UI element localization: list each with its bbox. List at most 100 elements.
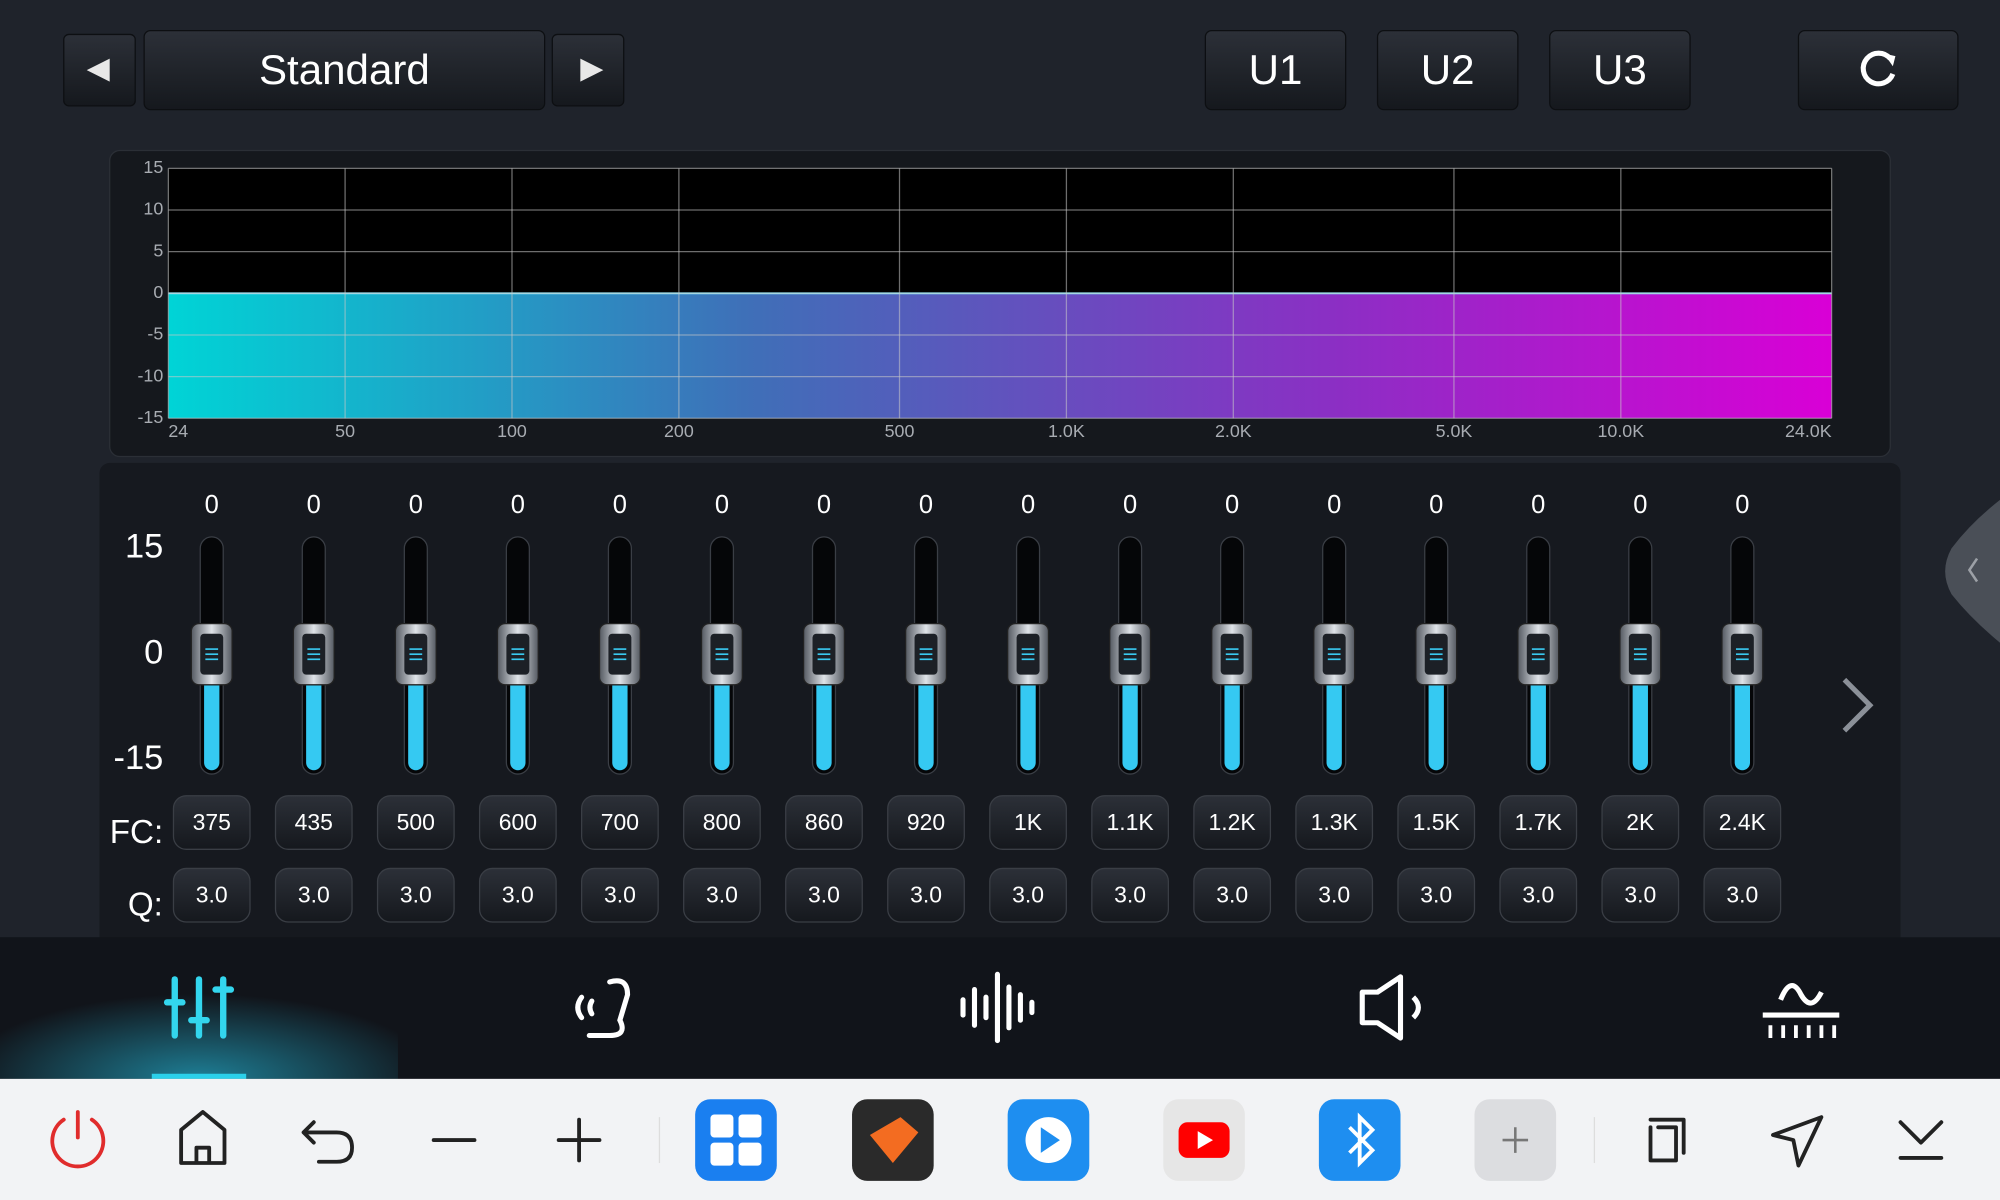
fc-button[interactable] bbox=[683, 795, 761, 850]
fc-button[interactable] bbox=[1601, 795, 1680, 850]
q-button[interactable] bbox=[1601, 867, 1680, 923]
fc-value: 2K bbox=[1626, 809, 1655, 835]
next-icon bbox=[580, 58, 604, 82]
q-button[interactable] bbox=[1193, 867, 1272, 923]
bluetooth-glyph bbox=[1348, 1112, 1376, 1168]
gain-value: 0 bbox=[1225, 491, 1239, 519]
x-tick-label: 24 bbox=[168, 421, 188, 441]
side-handle[interactable] bbox=[1945, 499, 2000, 643]
y-tick-label: 5 bbox=[153, 240, 163, 260]
q-button[interactable] bbox=[1499, 867, 1578, 923]
x-tick-label: 10.0K bbox=[1598, 421, 1645, 441]
gain-value: 0 bbox=[205, 491, 219, 519]
q-value: 3.0 bbox=[1318, 882, 1350, 908]
fc-button[interactable] bbox=[376, 795, 455, 850]
gain-value: 0 bbox=[1123, 491, 1137, 519]
gain-value: 0 bbox=[1327, 491, 1341, 519]
q-value: 3.0 bbox=[1726, 882, 1758, 908]
fc-value: 1.5K bbox=[1413, 809, 1461, 835]
q-button[interactable] bbox=[1295, 867, 1374, 923]
fc-value: 1.7K bbox=[1515, 809, 1563, 835]
fc-button[interactable] bbox=[274, 795, 353, 850]
fc-button[interactable] bbox=[1091, 795, 1170, 850]
fc-label: FC: bbox=[110, 814, 163, 851]
volume-up-icon[interactable] bbox=[556, 1117, 602, 1163]
q-button[interactable] bbox=[172, 867, 251, 923]
fc-value: 800 bbox=[703, 809, 741, 835]
fc-button[interactable] bbox=[1295, 795, 1374, 850]
youtube-play bbox=[1197, 1131, 1214, 1149]
fc-button[interactable] bbox=[1193, 795, 1272, 850]
apps-icon[interactable] bbox=[695, 1099, 777, 1181]
q-button[interactable] bbox=[887, 867, 965, 923]
q-button[interactable] bbox=[683, 867, 761, 923]
gain-value: 0 bbox=[613, 491, 627, 519]
side-handle-icon bbox=[1967, 557, 1979, 583]
tab-indicator bbox=[151, 1073, 247, 1079]
fc-value: 1.3K bbox=[1311, 809, 1359, 835]
fc-value: 2.4K bbox=[1719, 809, 1767, 835]
y-tick-label: 0 bbox=[153, 282, 163, 302]
q-button[interactable] bbox=[274, 867, 353, 923]
fc-value: 500 bbox=[397, 809, 435, 835]
fc-button[interactable] bbox=[1703, 795, 1782, 850]
q-button[interactable] bbox=[580, 867, 659, 923]
filter-tab-icon[interactable] bbox=[1762, 983, 1840, 1039]
q-value: 3.0 bbox=[1420, 882, 1452, 908]
fc-value: 1.2K bbox=[1209, 809, 1257, 835]
q-button[interactable] bbox=[989, 867, 1067, 923]
power-icon[interactable] bbox=[50, 1110, 106, 1169]
preset-box[interactable] bbox=[143, 29, 546, 111]
gain-value: 0 bbox=[715, 491, 729, 519]
fc-value: 700 bbox=[601, 809, 639, 835]
reset-button[interactable] bbox=[1797, 29, 1959, 111]
gain-value: 0 bbox=[817, 491, 831, 519]
q-button[interactable] bbox=[1091, 867, 1170, 923]
gain-value: 0 bbox=[919, 491, 933, 519]
scale-label: 15 bbox=[125, 527, 163, 565]
sound-tab-icon[interactable] bbox=[960, 971, 1035, 1044]
fc-button[interactable] bbox=[478, 795, 557, 850]
q-button[interactable] bbox=[1703, 867, 1782, 923]
home-icon[interactable] bbox=[179, 1110, 227, 1165]
fc-button[interactable] bbox=[887, 795, 965, 850]
q-button[interactable] bbox=[478, 867, 557, 923]
user-preset-button[interactable] bbox=[1376, 29, 1519, 111]
gain-value: 0 bbox=[1429, 491, 1443, 519]
q-button[interactable] bbox=[785, 867, 863, 923]
fc-button[interactable] bbox=[989, 795, 1067, 850]
y-tick-label: -5 bbox=[147, 324, 163, 344]
fc-button[interactable] bbox=[785, 795, 863, 850]
q-value: 3.0 bbox=[910, 882, 942, 908]
fc-button[interactable] bbox=[580, 795, 659, 850]
gain-value: 0 bbox=[1021, 491, 1035, 519]
volume-tab-icon[interactable] bbox=[1359, 974, 1421, 1041]
y-tick-label: 10 bbox=[143, 199, 163, 219]
q-value: 3.0 bbox=[1216, 882, 1248, 908]
fc-value: 1.1K bbox=[1107, 809, 1155, 835]
fc-button[interactable] bbox=[172, 795, 251, 850]
multiwindow-icon[interactable] bbox=[1648, 1117, 1686, 1163]
user-preset-button[interactable] bbox=[1204, 29, 1347, 111]
scale-label: -15 bbox=[113, 739, 163, 777]
fc-value: 860 bbox=[805, 809, 843, 835]
back-icon[interactable] bbox=[301, 1120, 354, 1164]
fc-button[interactable] bbox=[1499, 795, 1578, 850]
maps-glyph bbox=[869, 1117, 919, 1164]
collapse-icon[interactable] bbox=[1898, 1120, 1944, 1160]
user-preset-button[interactable] bbox=[1549, 29, 1691, 111]
q-value: 3.0 bbox=[1522, 882, 1554, 908]
reset-icon bbox=[1860, 50, 1896, 87]
y-tick-label: -10 bbox=[137, 365, 163, 385]
q-value: 3.0 bbox=[706, 882, 738, 908]
gain-value: 0 bbox=[307, 491, 321, 519]
seat-tab-icon[interactable] bbox=[575, 978, 631, 1039]
q-value: 3.0 bbox=[298, 882, 330, 908]
navigate-icon[interactable] bbox=[1771, 1115, 1824, 1168]
q-button[interactable] bbox=[1397, 867, 1476, 923]
q-button[interactable] bbox=[376, 867, 455, 923]
fc-button[interactable] bbox=[1397, 795, 1476, 850]
next-page-arrow[interactable] bbox=[1842, 677, 1874, 733]
user-preset-label: U3 bbox=[1593, 46, 1647, 93]
